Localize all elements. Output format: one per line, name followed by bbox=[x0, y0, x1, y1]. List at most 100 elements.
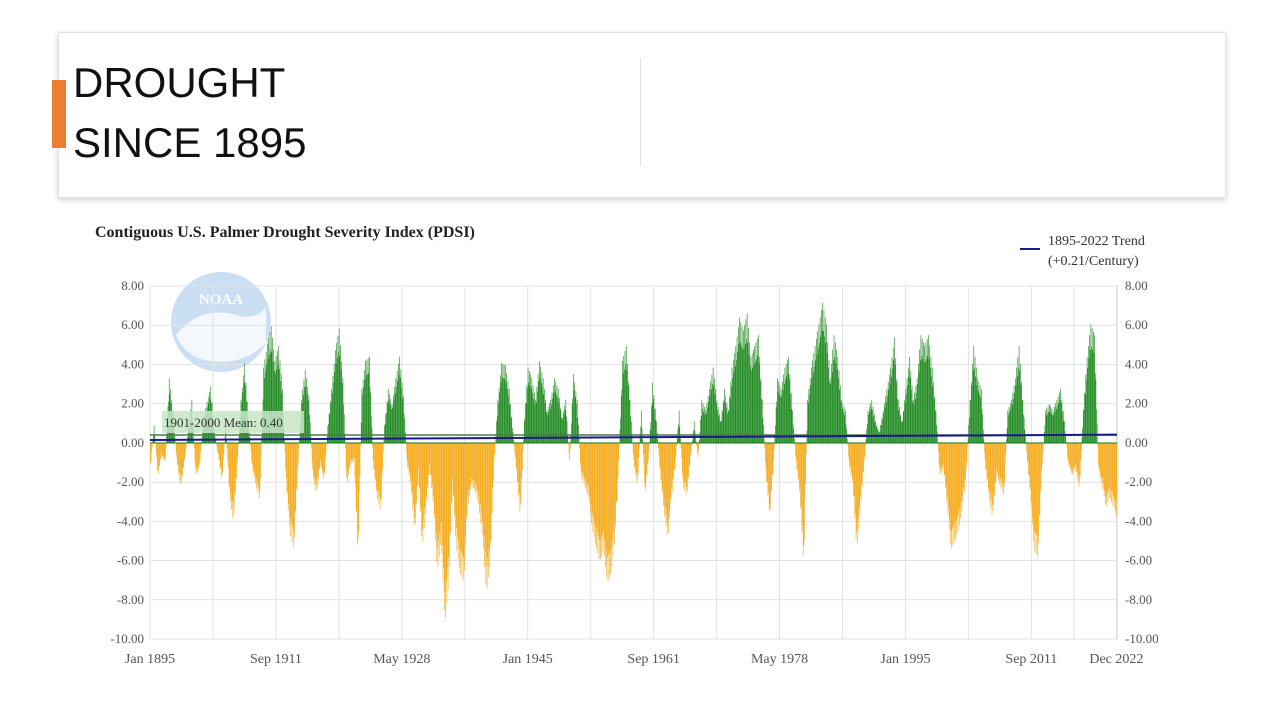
pdsi-bar bbox=[758, 335, 759, 443]
pdsi-bar bbox=[608, 442, 609, 555]
pdsi-bar bbox=[583, 442, 585, 485]
pdsi-bar bbox=[516, 442, 518, 470]
pdsi-bar bbox=[620, 395, 622, 443]
pdsi-bar bbox=[646, 442, 648, 476]
pdsi-bar bbox=[1088, 346, 1089, 443]
pdsi-bar bbox=[1040, 442, 1041, 492]
pdsi-bar bbox=[861, 442, 863, 485]
pdsi-bar bbox=[823, 310, 825, 443]
y-tick-label-left: 0.00 bbox=[121, 435, 144, 450]
pdsi-bar bbox=[409, 442, 411, 473]
pdsi-bar bbox=[234, 442, 236, 496]
pdsi-bar bbox=[858, 442, 859, 530]
pdsi-bar bbox=[763, 438, 765, 443]
pdsi-bar bbox=[689, 442, 691, 466]
pdsi-bar bbox=[1104, 442, 1106, 491]
pdsi-bar bbox=[379, 442, 381, 510]
pdsi-bar bbox=[926, 338, 928, 443]
pdsi-bar bbox=[767, 442, 769, 497]
pdsi-bar bbox=[236, 442, 237, 478]
pdsi-bar bbox=[541, 372, 543, 443]
pdsi-bar bbox=[946, 442, 948, 502]
chart-title: Contiguous U.S. Palmer Drought Severity … bbox=[95, 224, 475, 241]
pdsi-bar bbox=[607, 442, 608, 558]
pdsi-bar bbox=[629, 400, 630, 443]
pdsi-bar bbox=[394, 393, 396, 443]
pdsi-bar bbox=[617, 442, 618, 482]
pdsi-bar bbox=[919, 360, 921, 443]
pdsi-bar bbox=[387, 403, 388, 443]
pdsi-bar bbox=[178, 442, 180, 473]
pdsi-bar bbox=[357, 442, 358, 545]
pdsi-bar bbox=[988, 442, 990, 488]
pdsi-bar bbox=[551, 404, 552, 443]
pdsi-bar bbox=[255, 442, 256, 484]
pdsi-bar bbox=[1088, 358, 1090, 443]
pdsi-bar bbox=[612, 442, 614, 557]
x-tick-label: Jan 1895 bbox=[125, 652, 175, 667]
pdsi-bar bbox=[867, 410, 869, 443]
pdsi-bar bbox=[483, 442, 485, 538]
pdsi-bar bbox=[930, 356, 932, 443]
pdsi-bar bbox=[489, 442, 491, 541]
pdsi-bar bbox=[520, 442, 522, 503]
pdsi-bar bbox=[263, 367, 264, 443]
pdsi-bar bbox=[400, 369, 402, 443]
pdsi-bar bbox=[851, 442, 852, 473]
pdsi-bar bbox=[500, 382, 502, 443]
pdsi-bar bbox=[292, 442, 293, 527]
pdsi-bar bbox=[622, 361, 623, 443]
pdsi-bar bbox=[1017, 356, 1019, 443]
pdsi-bar bbox=[922, 358, 924, 443]
pdsi-bar bbox=[498, 402, 499, 443]
pdsi-bar bbox=[391, 404, 393, 443]
pdsi-bar bbox=[1094, 372, 1096, 443]
pdsi-bar bbox=[651, 403, 653, 443]
pdsi-bar bbox=[349, 442, 351, 469]
pdsi-bar bbox=[534, 404, 536, 443]
pdsi-bar bbox=[758, 363, 760, 443]
pdsi-bar bbox=[452, 442, 453, 479]
pdsi-bar bbox=[428, 442, 430, 476]
pdsi-bar bbox=[293, 442, 295, 532]
pdsi-bar bbox=[981, 389, 982, 443]
pdsi-bar bbox=[192, 424, 194, 443]
pdsi-bar bbox=[838, 378, 839, 443]
pdsi-bar bbox=[1020, 363, 1021, 443]
pdsi-bar bbox=[647, 442, 648, 464]
y-tick-label-left: -8.00 bbox=[117, 592, 144, 607]
pdsi-bar bbox=[781, 395, 783, 443]
pdsi-bar bbox=[469, 442, 471, 485]
pdsi-bar bbox=[933, 381, 934, 443]
pdsi-bar bbox=[1037, 442, 1038, 556]
pdsi-bar bbox=[630, 421, 632, 443]
pdsi-bar bbox=[1031, 442, 1033, 502]
pdsi-bar bbox=[1069, 442, 1071, 470]
pdsi-bar bbox=[847, 442, 849, 446]
pdsi-bar bbox=[228, 442, 230, 485]
pdsi-bar bbox=[518, 442, 519, 497]
pdsi-bar bbox=[910, 371, 912, 443]
pdsi-bar bbox=[329, 413, 331, 443]
pdsi-bar bbox=[957, 442, 959, 531]
pdsi-bar bbox=[685, 442, 686, 485]
pdsi-bar bbox=[219, 442, 221, 469]
pdsi-bar bbox=[259, 442, 261, 491]
y-tick-label-left: -10.00 bbox=[110, 631, 144, 646]
pdsi-bar bbox=[471, 442, 472, 479]
pdsi-bar bbox=[1059, 392, 1060, 443]
pdsi-bar bbox=[1091, 347, 1092, 443]
pdsi-bar bbox=[250, 442, 252, 452]
pdsi-bar bbox=[266, 364, 268, 443]
pdsi-bar bbox=[180, 442, 182, 485]
pdsi-bar bbox=[741, 345, 742, 443]
pdsi-bar bbox=[714, 378, 715, 443]
pdsi-bar bbox=[996, 442, 997, 470]
pdsi-bar bbox=[836, 349, 837, 443]
pdsi-bar bbox=[450, 442, 452, 505]
pdsi-bar bbox=[179, 442, 181, 484]
pdsi-bar bbox=[986, 442, 988, 481]
pdsi-bar bbox=[274, 360, 276, 443]
pdsi-bar bbox=[654, 408, 656, 443]
pdsi-bar bbox=[601, 442, 603, 557]
